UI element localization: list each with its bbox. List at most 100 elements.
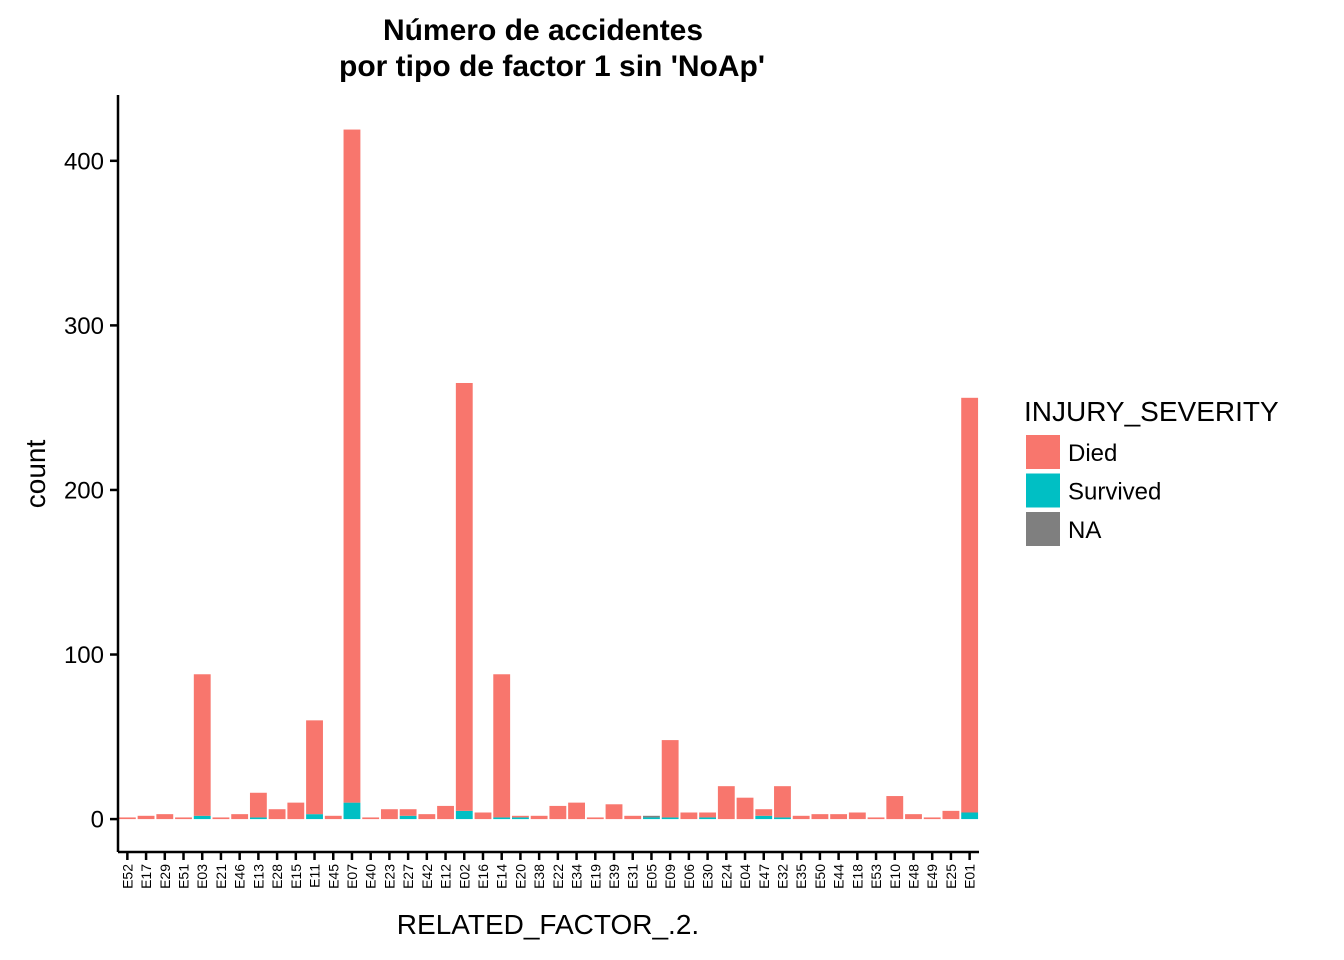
bar-E20-died xyxy=(512,815,529,818)
bar-E13-survived xyxy=(249,817,267,820)
bar-E47-survived xyxy=(755,815,773,820)
bar-E28-died xyxy=(268,809,286,820)
bar-E03-died xyxy=(193,674,211,816)
bar-E19-died xyxy=(586,817,604,820)
x-tick-label: E42 xyxy=(419,864,435,889)
x-tick-label: E07 xyxy=(344,864,360,889)
bar-E05-na xyxy=(643,815,660,818)
bar-E01-died xyxy=(961,397,979,813)
x-tick-label: E20 xyxy=(512,864,528,889)
x-tick-label: E38 xyxy=(531,864,547,889)
bar-E24-died xyxy=(717,786,735,820)
bar-E13-died xyxy=(249,792,267,818)
bar-E16-died xyxy=(474,812,492,820)
x-tick-label: E15 xyxy=(288,864,304,889)
x-tick-label: E19 xyxy=(587,864,603,889)
bar-E46-died xyxy=(231,814,249,820)
x-tick-label: E05 xyxy=(643,864,659,889)
x-tick-label: E11 xyxy=(307,864,323,888)
x-tick-label: E23 xyxy=(381,864,397,889)
bar-E27-survived xyxy=(399,815,417,820)
bar-E12-died xyxy=(437,805,454,820)
bar-E53-died xyxy=(867,817,885,820)
bar-E35-died xyxy=(792,815,810,820)
bar-E50-died xyxy=(811,814,829,820)
x-tick-label: E10 xyxy=(887,864,903,889)
x-axis-ticks: E52 E17 E29 E51 E03 E21 E46 E13 E28 E15 E11 E45 E07 E… xyxy=(119,852,978,889)
legend-items: Died Survived NA xyxy=(1026,435,1161,546)
bar-E21-died xyxy=(212,817,230,820)
bar-E27-died xyxy=(399,809,417,816)
bar-E39-died xyxy=(605,804,623,820)
bar-E51-died xyxy=(175,817,192,820)
bar-E32-died xyxy=(774,786,791,818)
legend-label-na: NA xyxy=(1068,517,1101,544)
bar-E48-died xyxy=(905,814,922,820)
x-tick-label: E46 xyxy=(232,864,248,889)
x-tick-label: E31 xyxy=(625,864,641,889)
bar-E14-died xyxy=(493,674,511,818)
bar-E45-died xyxy=(324,815,342,820)
y-tick-label: 0 xyxy=(91,807,104,834)
x-tick-label: E44 xyxy=(831,864,847,889)
bar-E49-died xyxy=(923,817,941,820)
y-tick-label: 100 xyxy=(64,642,104,669)
x-tick-label: E45 xyxy=(325,864,341,889)
bar-E34-died xyxy=(568,802,585,820)
x-tick-label: E09 xyxy=(662,864,678,889)
bar-E11-survived xyxy=(306,814,323,820)
chart-title: Número de accidentes por tipo de factor … xyxy=(339,14,765,83)
x-tick-label: E06 xyxy=(681,864,697,889)
x-tick-label: E02 xyxy=(456,864,472,889)
x-tick-label: E18 xyxy=(849,864,865,889)
bar-E47-died xyxy=(755,809,773,816)
bar-E14-survived xyxy=(493,817,511,820)
legend-label-survived: Survived xyxy=(1068,479,1161,506)
legend-swatch-na xyxy=(1026,512,1060,546)
x-tick-label: E34 xyxy=(569,864,585,889)
bar-E32-survived xyxy=(774,817,791,820)
x-tick-label: E50 xyxy=(812,864,828,889)
x-tick-label: E01 xyxy=(962,864,978,889)
bar-E04-died xyxy=(736,797,754,820)
x-tick-label: E51 xyxy=(176,864,192,889)
x-tick-label: E25 xyxy=(943,864,959,889)
legend-title: INJURY_SEVERITY xyxy=(1024,396,1279,427)
bar-E17-died xyxy=(137,815,155,820)
bar-E18-died xyxy=(848,812,866,820)
bar-E38-died xyxy=(530,815,548,820)
bar-E30-survived xyxy=(699,817,717,820)
bar-E44-died xyxy=(830,814,848,820)
x-tick-label: E22 xyxy=(550,864,566,889)
x-tick-label: E24 xyxy=(718,864,734,889)
x-tick-label: E03 xyxy=(194,864,210,889)
bar-E09-died xyxy=(661,740,679,818)
x-tick-label: E30 xyxy=(700,864,716,889)
bar-E30-died xyxy=(699,812,717,818)
bar-E06-died xyxy=(680,812,698,820)
bar-E23-died xyxy=(380,809,398,820)
legend-swatch-died xyxy=(1026,435,1060,469)
x-tick-label: E29 xyxy=(157,864,173,889)
y-tick-label: 400 xyxy=(64,148,104,175)
x-tick-label: E35 xyxy=(793,864,809,889)
x-tick-label: E32 xyxy=(774,864,790,889)
legend: INJURY_SEVERITY Died Survived NA xyxy=(1024,396,1279,546)
x-tick-label: E04 xyxy=(737,864,753,889)
bar-E20-survived xyxy=(512,817,529,820)
bars-layer xyxy=(118,129,979,820)
x-tick-label: E39 xyxy=(606,864,622,889)
bar-E03-survived xyxy=(193,815,211,820)
bar-E29-died xyxy=(156,814,174,820)
x-tick-label: E47 xyxy=(756,864,772,889)
x-tick-label: E13 xyxy=(250,864,266,889)
y-axis-ticks: 0 100 200 300 400 xyxy=(64,148,118,834)
bar-E01-survived xyxy=(961,812,979,820)
x-tick-label: E27 xyxy=(400,864,416,889)
x-tick-label: E40 xyxy=(363,864,379,889)
bar-E11-died xyxy=(306,720,323,815)
bar-E10-died xyxy=(886,796,904,820)
y-tick-label: 300 xyxy=(64,313,104,340)
x-tick-label: E16 xyxy=(475,864,491,889)
